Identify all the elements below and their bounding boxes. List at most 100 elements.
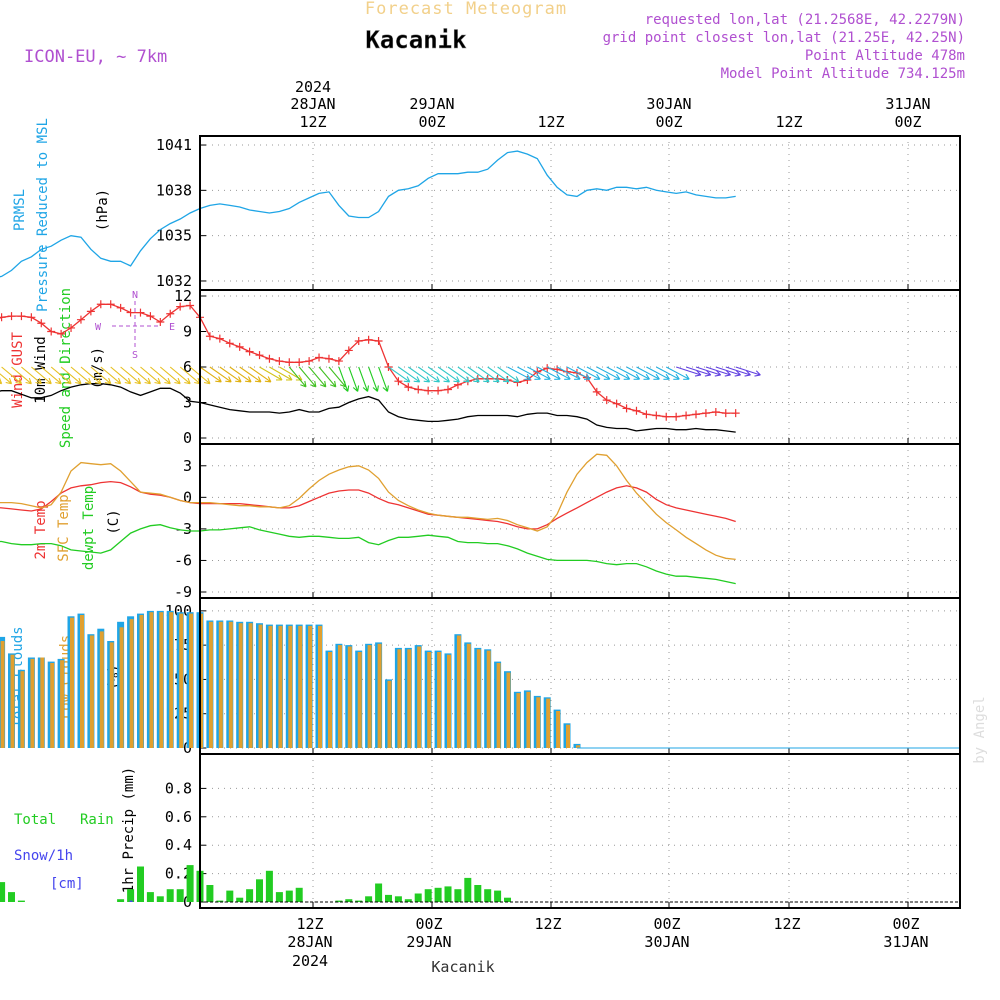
wind-direction-arrow [606, 366, 631, 380]
compass-w: W [95, 322, 102, 333]
panel-0: 1032 1035 1038 1041 [0, 135, 961, 291]
gust-marker [57, 329, 66, 338]
gust-marker [265, 354, 274, 363]
low-cloud-bar [546, 698, 551, 748]
gust-marker [67, 323, 76, 332]
rain-bar [345, 899, 353, 902]
top-label-line1: 2024 [295, 78, 331, 96]
gust-marker [305, 357, 314, 366]
precip-label-rain: Rain [80, 812, 114, 828]
rain-bar [246, 889, 254, 902]
wind-direction-arrow [308, 366, 327, 388]
gust-marker [166, 309, 175, 318]
gust-marker [642, 410, 651, 419]
gridpoint-coords: grid point closest lon,lat (21.25E, 42.2… [603, 30, 965, 46]
series-line-wind-gust [0, 303, 736, 418]
bottom-label-line1: 00Z [892, 915, 919, 933]
wind-direction-arrow [80, 366, 102, 385]
rain-bar [117, 899, 125, 902]
wind-direction-arrow [70, 366, 92, 385]
y-tick-label: 0.4 [165, 836, 192, 854]
low-cloud-bar [496, 663, 501, 748]
gust-marker [205, 332, 214, 341]
y-tick-label: 1041 [156, 136, 192, 154]
series-line-prmsl-pressure-reduced-to-msl [0, 150, 736, 278]
wind-direction-arrow [140, 366, 161, 385]
wind-direction-arrow [705, 366, 731, 377]
gust-marker [106, 300, 115, 309]
low-cloud-bar [109, 642, 114, 748]
low-cloud-bar [278, 625, 283, 748]
y-tick-label: 0.6 [165, 808, 192, 826]
temp-labels: 2m Temp SFC Temp dewpt Temp (C) [33, 486, 122, 570]
gust-marker [731, 409, 740, 418]
wind-direction-arrow [0, 373, 13, 385]
top-label-line3: 00Z [418, 113, 445, 131]
gust-marker [285, 358, 294, 367]
low-cloud-bar [189, 613, 194, 748]
rain-bar [474, 885, 482, 902]
low-cloud-bar [486, 650, 491, 748]
wind-direction-arrow [40, 366, 62, 385]
y-tick-label: 3 [183, 457, 192, 475]
wind-direction-arrow [636, 366, 660, 380]
precip-label-total: Total [14, 812, 56, 828]
gust-marker [374, 336, 383, 345]
wind-direction-arrow [586, 366, 611, 380]
low-cloud-bar [30, 658, 35, 748]
gust-marker [295, 358, 304, 367]
gust-marker [364, 335, 373, 344]
panel-frame [199, 135, 961, 291]
precip-label-cm: [cm] [50, 876, 84, 892]
low-cloud-bar [258, 624, 263, 748]
gust-marker [384, 363, 393, 371]
wind-direction-arrow [378, 366, 389, 392]
wind-direction-arrow [665, 366, 690, 380]
wind-direction-arrow [427, 366, 450, 383]
rain-bar [146, 892, 154, 902]
wind-direction-arrow [229, 366, 252, 383]
panel-frame [199, 443, 961, 599]
low-cloud-bar [149, 612, 154, 748]
low-cloud-bar [10, 654, 15, 748]
gust-marker [334, 357, 343, 366]
low-cloud-bar [60, 660, 65, 748]
wind-direction-arrow [199, 366, 222, 383]
top-label-line2: 31JAN [885, 95, 930, 113]
wind-direction-arrow [527, 366, 551, 380]
gust-marker [0, 313, 6, 322]
gust-marker [692, 410, 700, 419]
wind-direction-arrow [169, 366, 191, 385]
rain-bar [504, 897, 511, 902]
gust-marker [632, 406, 641, 415]
wind-direction-arrow [159, 366, 181, 385]
gust-marker [602, 396, 611, 405]
model-altitude: Model Point Altitude 734.125m [721, 66, 965, 82]
low-cloud-bar [20, 671, 25, 748]
low-cloud-bar [228, 621, 233, 748]
rain-bar [444, 886, 452, 902]
panel-4: 00.20.40.60.8 [0, 753, 961, 911]
rain-bar [494, 890, 502, 902]
low-cloud-bar [566, 724, 570, 748]
gust-marker [136, 308, 145, 317]
compass-icon: W E N S [95, 290, 175, 361]
wind-direction-arrow [556, 366, 581, 380]
compass-s: S [132, 350, 138, 361]
gust-marker [701, 409, 710, 418]
gust-marker [96, 300, 105, 309]
bottom-label-line1: 12Z [773, 915, 800, 933]
gust-marker [7, 312, 16, 321]
panel-frame [199, 753, 961, 909]
rain-bar [484, 889, 492, 902]
bottom-time-axis: 12Z 28JAN 2024 00Z 29JAN 12Z 00Z 30JAN 1… [287, 915, 928, 970]
low-cloud-bar [208, 621, 213, 748]
low-cloud-bar [516, 693, 521, 748]
gust-marker [682, 411, 691, 420]
panel-frame [199, 597, 961, 755]
gust-marker [414, 385, 423, 394]
pressure-unit: (hPa) [95, 189, 111, 231]
y-tick-label: 0 [183, 429, 192, 447]
temp-label-sfc: SFC Temp [56, 494, 72, 561]
credit-label: by Angel [972, 696, 988, 763]
